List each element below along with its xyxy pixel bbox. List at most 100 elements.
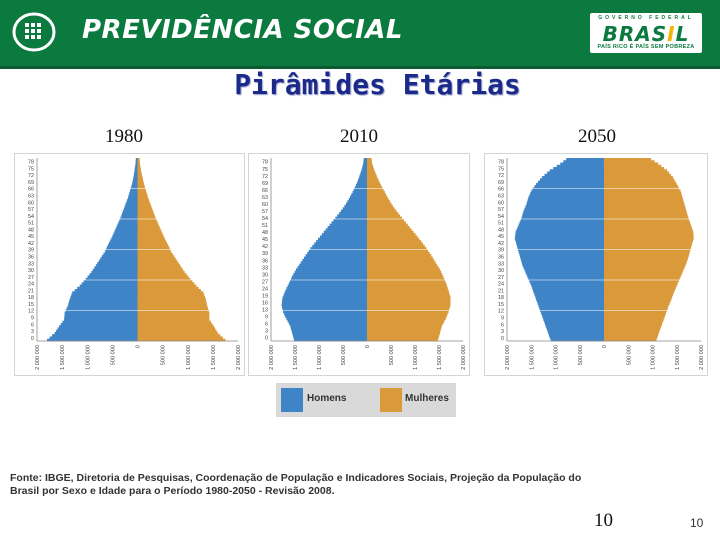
bar-mulheres: [604, 282, 678, 285]
bar-mulheres: [367, 228, 412, 232]
bar-mulheres: [604, 241, 693, 245]
bar-homens: [335, 216, 367, 220]
bar-mulheres: [137, 338, 226, 342]
bar-homens: [521, 259, 604, 263]
age-tick-label: 9: [501, 316, 504, 322]
bar-mulheres: [367, 176, 378, 180]
bar-homens: [329, 223, 367, 227]
bar-mulheres: [604, 307, 668, 310]
bar-mulheres: [137, 214, 155, 218]
bar-homens: [282, 305, 367, 309]
bar-mulheres: [604, 203, 685, 206]
bar-homens: [79, 284, 138, 288]
x-tick-label: 1 500 000: [529, 345, 535, 370]
bar-homens: [550, 338, 605, 342]
bar-mulheres: [367, 193, 386, 196]
bar-mulheres: [137, 200, 150, 204]
age-tick-label: 63: [28, 194, 34, 200]
bar-mulheres: [604, 275, 681, 279]
bar-mulheres: [604, 268, 684, 272]
bar-homens: [290, 326, 367, 330]
age-tick-label: 75: [498, 166, 504, 172]
bar-homens: [297, 265, 367, 269]
bar-homens: [62, 320, 138, 324]
bar-mulheres: [137, 230, 162, 233]
bar-mulheres: [367, 174, 377, 178]
bar-mulheres: [367, 235, 418, 239]
bar-homens: [74, 289, 138, 292]
bar-homens: [114, 230, 138, 233]
bar-mulheres: [367, 202, 392, 206]
bar-homens: [133, 176, 138, 179]
bar-homens: [121, 214, 138, 218]
bar-homens: [549, 336, 604, 340]
x-tick-label: 1 000 000: [413, 345, 419, 370]
bar-mulheres: [137, 221, 158, 224]
bar-homens: [523, 209, 604, 213]
bar-homens: [300, 261, 367, 264]
bar-homens: [289, 280, 367, 283]
age-tick-label: 78: [28, 160, 34, 166]
bar-homens: [534, 293, 604, 297]
bar-mulheres: [137, 289, 201, 292]
bar-mulheres: [604, 228, 693, 231]
bar-mulheres: [367, 326, 442, 330]
bar-mulheres: [137, 196, 149, 200]
bar-mulheres: [137, 325, 214, 328]
bar-homens: [514, 237, 604, 240]
age-tick-label: 57: [28, 207, 34, 213]
bar-mulheres: [604, 293, 673, 297]
bar-homens: [113, 232, 138, 236]
bar-mulheres: [604, 320, 663, 324]
bar-mulheres: [604, 298, 672, 301]
age-tick-label: 33: [28, 261, 34, 267]
bar-homens: [64, 311, 138, 315]
bar-mulheres: [137, 176, 143, 179]
bar-homens: [98, 259, 138, 263]
bar-mulheres: [367, 268, 440, 271]
bar-homens: [292, 333, 367, 337]
bar-mulheres: [367, 240, 422, 243]
bar-homens: [363, 162, 367, 166]
age-tick-label: 75: [28, 166, 34, 172]
age-tick-label: 33: [498, 261, 504, 267]
bar-mulheres: [604, 158, 652, 161]
chart-panel-2050: 0 3 6 9 12 15 18 21 24 27 30 33 36 39 42 45 48 51 54 57 60 63…: [484, 153, 708, 376]
bar-mulheres: [367, 195, 388, 199]
x-tick-label: 1 000 000: [554, 345, 560, 370]
bar-homens: [281, 301, 367, 304]
bar-mulheres: [367, 258, 435, 262]
bar-mulheres: [137, 302, 207, 306]
bar-mulheres: [137, 239, 166, 242]
previdencia-logo-icon: [12, 12, 56, 52]
x-tick-label: 2 000 000: [505, 345, 511, 370]
bar-mulheres: [137, 185, 145, 188]
year-label-2050: 2050: [578, 126, 616, 147]
bar-mulheres: [137, 252, 173, 256]
bar-homens: [288, 322, 367, 325]
bar-mulheres: [137, 293, 205, 297]
bar-mulheres: [137, 182, 144, 186]
bar-homens: [519, 221, 604, 224]
bar-homens: [536, 182, 604, 186]
age-tick-label: 66: [28, 187, 34, 193]
bar-homens: [333, 219, 367, 222]
bar-mulheres: [367, 338, 438, 342]
bar-mulheres: [604, 214, 688, 218]
bar-homens: [288, 282, 367, 286]
governo-federal-logo: GOVERNO FEDERAL BRASIL PAÍS RICO É PAÍS …: [590, 13, 702, 53]
bar-mulheres: [367, 305, 450, 309]
bar-mulheres: [604, 212, 688, 215]
age-tick-label: 54: [498, 214, 504, 220]
bar-homens: [125, 203, 138, 206]
x-tick-label: 1 000 000: [85, 345, 91, 370]
bar-homens: [539, 307, 604, 310]
bar-mulheres: [367, 183, 381, 187]
bar-mulheres: [137, 205, 152, 209]
bar-mulheres: [604, 173, 671, 177]
bar-homens: [293, 272, 367, 276]
age-tick-label: 45: [262, 237, 268, 243]
x-tick-label: 1 000 000: [186, 345, 192, 370]
bar-homens: [109, 241, 138, 245]
bar-homens: [337, 214, 367, 218]
